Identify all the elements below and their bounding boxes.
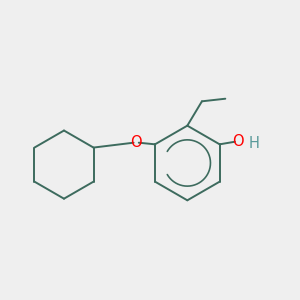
- Text: O: O: [232, 134, 243, 148]
- Text: O: O: [130, 135, 142, 150]
- Text: H: H: [249, 136, 260, 151]
